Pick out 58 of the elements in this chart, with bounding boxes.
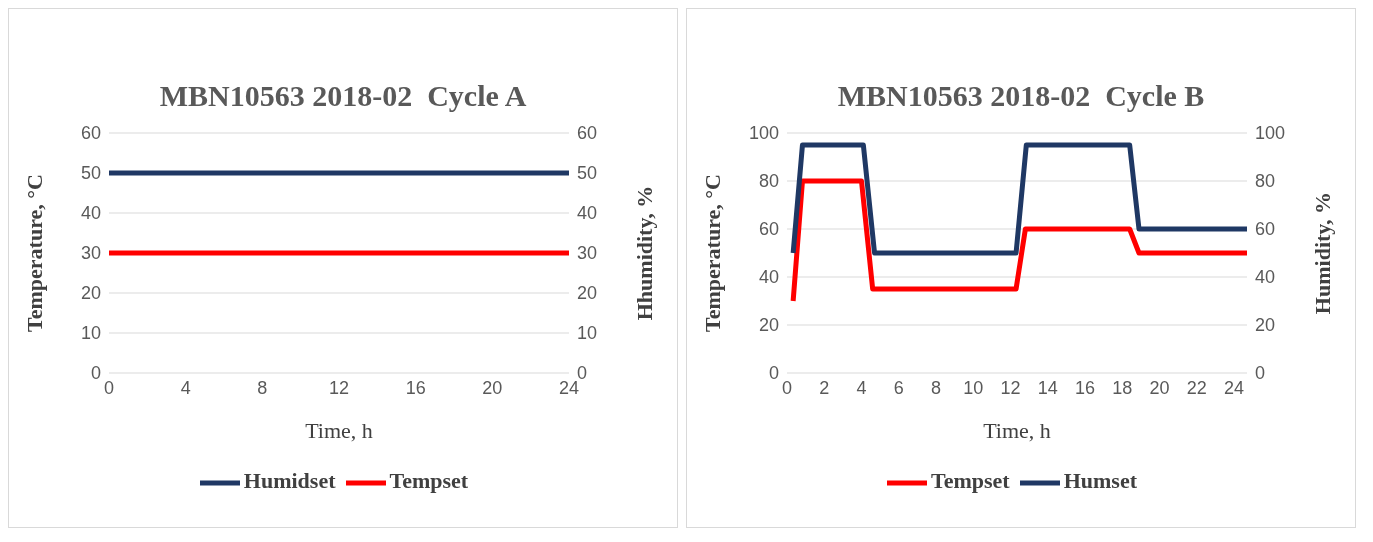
x-tick-label: 20 [1149, 377, 1170, 398]
legend-label: Tempset [389, 468, 469, 494]
y2-tick-label: 80 [1255, 171, 1276, 192]
y2-axis-title: Humidity, % [1309, 191, 1335, 315]
x-tick-label: 4 [856, 377, 867, 398]
y2-tick-label: 20 [577, 283, 598, 304]
y-axis-title: Temperature, °C [699, 174, 725, 332]
y2-axis-title: Hhumidity, % [631, 185, 657, 321]
y-tick-label: 40 [758, 267, 779, 288]
chart-title: MBN10563 2018-02 Cycle B [836, 79, 1206, 113]
x-tick-label: 0 [103, 377, 115, 398]
x-axis-title: Time, h [305, 418, 373, 443]
x-tick-label: 16 [1074, 377, 1095, 398]
legend-label: Humset [1063, 468, 1137, 494]
x-tick-label: 10 [963, 377, 984, 398]
y-tick-label: 50 [80, 163, 101, 184]
y-tick-label: 40 [80, 203, 101, 224]
x-tick-label: 20 [482, 377, 503, 398]
x-axis-title: Time, h [983, 418, 1051, 443]
legend-label: Humidset [243, 468, 336, 494]
chart-title: MBN10563 2018-02 Cycle A [158, 79, 528, 113]
y2-tick-label: 60 [577, 123, 598, 144]
x-tick-label: 12 [328, 377, 350, 398]
x-tick-label: 18 [1112, 377, 1133, 398]
x-tick-label: 6 [893, 377, 904, 398]
x-tick-label: 2 [819, 377, 830, 398]
x-tick-label: 24 [1223, 377, 1244, 398]
y-tick-label: 0 [768, 363, 779, 384]
x-tick-label: 8 [930, 377, 941, 398]
x-tick-label: 22 [1186, 377, 1207, 398]
x-tick-label: 4 [180, 377, 191, 398]
y2-tick-label: 50 [577, 163, 598, 184]
y2-tick-label: 0 [577, 363, 588, 384]
y2-tick-label: 100 [1255, 123, 1286, 144]
y-tick-label: 10 [80, 323, 101, 344]
x-tick-label: 24 [558, 377, 580, 398]
y-tick-label: 60 [80, 123, 101, 144]
legend-label: Tempset [931, 468, 1010, 494]
y2-tick-label: 0 [1255, 363, 1266, 384]
y-tick-label: 80 [758, 171, 779, 192]
y2-tick-label: 40 [1255, 267, 1276, 288]
y2-tick-label: 10 [577, 323, 598, 344]
y-tick-label: 20 [758, 315, 779, 336]
x-tick-label: 0 [781, 377, 793, 398]
y-tick-label: 30 [80, 243, 101, 264]
x-tick-label: 16 [405, 377, 426, 398]
y-axis-title: Temperature, °C [21, 174, 47, 332]
x-tick-label: 14 [1037, 377, 1058, 398]
x-tick-label: 8 [257, 377, 268, 398]
y2-tick-label: 30 [577, 243, 598, 264]
y2-tick-label: 40 [577, 203, 598, 224]
y2-tick-label: 60 [1255, 219, 1276, 240]
x-tick-label: 12 [1000, 377, 1021, 398]
y-tick-label: 100 [748, 123, 779, 144]
y2-tick-label: 20 [1255, 315, 1276, 336]
y-tick-label: 20 [80, 283, 101, 304]
y-tick-label: 60 [758, 219, 779, 240]
y-tick-label: 0 [90, 363, 101, 384]
